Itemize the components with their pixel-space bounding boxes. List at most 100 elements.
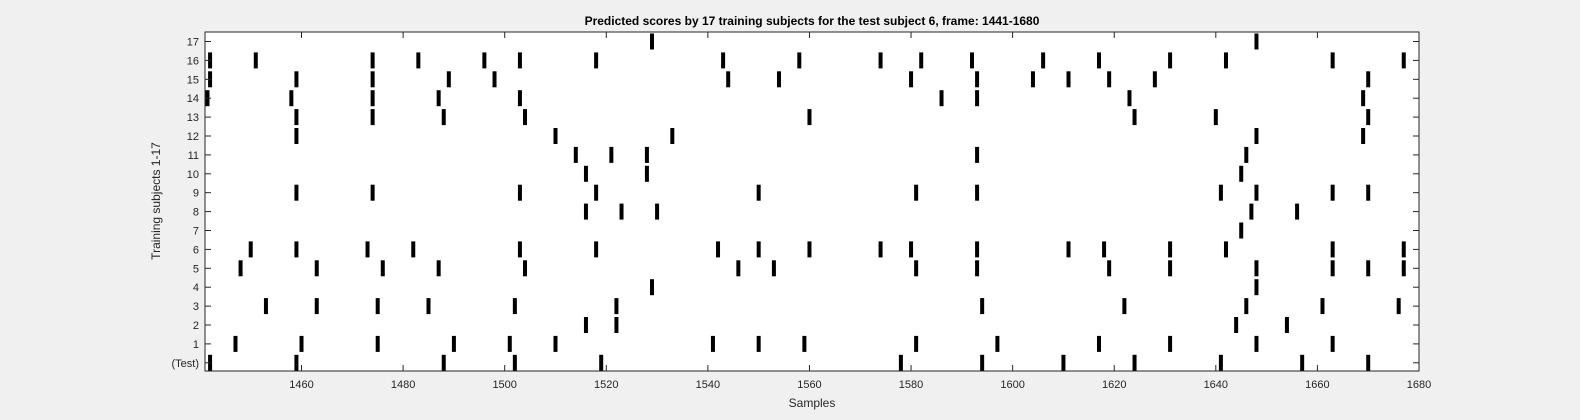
data-mark — [294, 354, 299, 371]
data-mark — [1330, 184, 1335, 201]
data-mark — [507, 335, 512, 352]
data-mark — [1366, 354, 1371, 371]
x-axis-label: Samples — [789, 396, 836, 410]
data-mark — [1213, 109, 1218, 126]
data-mark — [710, 335, 715, 352]
data-mark — [1361, 128, 1366, 144]
data-mark — [878, 241, 883, 258]
data-mark — [294, 184, 299, 201]
data-mark — [771, 260, 776, 277]
data-mark — [1254, 260, 1259, 277]
data-mark — [1320, 298, 1325, 315]
y-tick-label: 1 — [193, 339, 199, 351]
data-mark — [426, 298, 431, 315]
data-mark — [1330, 241, 1335, 258]
y-tick-label: 9 — [193, 188, 199, 200]
data-mark — [975, 184, 980, 201]
data-mark — [650, 279, 654, 296]
data-mark — [1254, 335, 1259, 352]
data-mark — [909, 241, 914, 258]
data-mark — [1295, 203, 1300, 220]
data-mark — [1168, 52, 1173, 69]
data-mark — [482, 52, 487, 69]
data-mark — [614, 298, 619, 315]
y-tick-label: 4 — [193, 282, 199, 294]
y-tick-label: 15 — [187, 74, 199, 86]
data-mark — [1366, 184, 1371, 201]
data-mark — [1132, 109, 1137, 126]
x-tick-label: 1480 — [391, 379, 415, 391]
data-mark — [1132, 354, 1137, 371]
data-mark — [233, 335, 238, 352]
data-mark — [370, 52, 375, 69]
y-tick-label: 6 — [193, 244, 199, 256]
data-mark — [914, 184, 919, 201]
data-mark — [914, 335, 919, 352]
data-mark — [446, 71, 451, 88]
data-mark — [492, 71, 497, 88]
data-mark — [919, 52, 924, 69]
data-mark — [975, 71, 980, 88]
data-mark — [517, 241, 522, 258]
data-mark — [441, 109, 446, 126]
data-mark — [736, 260, 741, 277]
data-mark — [365, 241, 370, 258]
data-mark — [609, 146, 614, 163]
y-tick-label: 17 — [187, 37, 199, 49]
x-tick-label: 1520 — [594, 379, 618, 391]
data-mark — [375, 298, 380, 315]
data-mark — [1096, 52, 1101, 69]
data-mark — [314, 298, 319, 315]
data-mark — [583, 317, 588, 333]
data-mark — [1066, 71, 1071, 88]
data-mark — [975, 90, 980, 107]
data-mark — [898, 354, 903, 371]
data-mark — [807, 109, 812, 126]
data-mark — [1168, 241, 1173, 258]
data-mark — [1396, 298, 1401, 315]
data-mark — [975, 241, 980, 258]
y-tick-label: 12 — [187, 131, 199, 143]
y-axis-label: Training subjects 1-17 — [149, 142, 163, 260]
data-mark — [1401, 260, 1406, 277]
data-mark — [1254, 184, 1259, 201]
data-mark — [1249, 203, 1254, 220]
data-mark — [909, 71, 914, 88]
data-mark — [756, 184, 761, 201]
data-marks — [205, 33, 1406, 371]
plot-frame — [204, 31, 1420, 372]
data-mark — [1107, 260, 1112, 277]
data-mark — [807, 241, 812, 258]
data-mark — [1234, 317, 1239, 333]
data-mark — [1239, 222, 1244, 239]
x-tick-label: 1600 — [1000, 379, 1024, 391]
data-mark — [1254, 279, 1259, 296]
data-mark — [1152, 71, 1157, 88]
data-mark — [726, 71, 731, 88]
data-mark — [1300, 354, 1305, 371]
y-tick-label: 11 — [188, 150, 199, 162]
data-mark — [238, 260, 243, 277]
data-mark — [619, 203, 624, 220]
data-mark — [1066, 241, 1071, 258]
data-mark — [1061, 354, 1066, 371]
y-tick-label: 14 — [187, 93, 199, 105]
data-mark — [370, 184, 375, 201]
data-mark — [1366, 71, 1371, 88]
data-mark — [294, 109, 299, 126]
data-mark — [1030, 71, 1035, 88]
data-mark — [797, 52, 802, 69]
data-mark — [314, 260, 319, 277]
data-mark — [975, 146, 980, 163]
data-mark — [583, 165, 588, 182]
data-mark — [517, 52, 522, 69]
data-mark — [370, 90, 375, 107]
data-mark — [370, 71, 375, 88]
data-mark — [995, 335, 1000, 352]
data-mark — [1284, 317, 1289, 333]
data-mark — [573, 146, 578, 163]
data-mark — [756, 241, 761, 258]
data-mark — [512, 298, 517, 315]
data-mark — [756, 335, 761, 352]
